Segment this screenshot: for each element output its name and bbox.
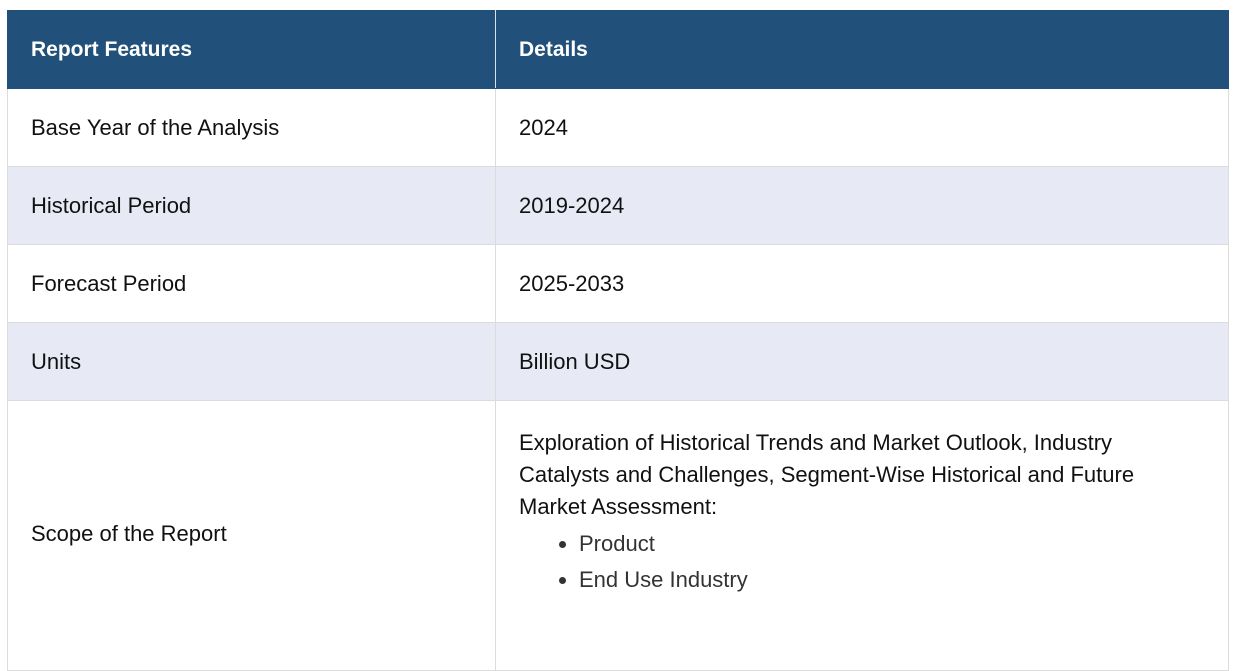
report-features-table: Report Features Details Base Year of the…	[7, 10, 1229, 671]
table-row-scope: Scope of the Report Exploration of Histo…	[7, 400, 1229, 671]
table-row: Units Billion USD	[7, 322, 1229, 401]
table-body: Base Year of the Analysis 2024 Historica…	[7, 88, 1229, 671]
row-feature-historical-period: Historical Period	[7, 166, 496, 245]
row-feature-base-year: Base Year of the Analysis	[7, 88, 496, 167]
row-detail-forecast-period: 2025-2033	[495, 244, 1229, 323]
table-row: Base Year of the Analysis 2024	[7, 88, 1229, 167]
scope-item-end-use-industry: End Use Industry	[579, 562, 1168, 598]
table-row: Forecast Period 2025-2033	[7, 244, 1229, 323]
scope-segment-list: Product End Use Industry	[519, 526, 1168, 598]
header-report-features: Report Features	[7, 10, 496, 89]
row-detail-units: Billion USD	[495, 322, 1229, 401]
table-row: Historical Period 2019-2024	[7, 166, 1229, 245]
row-feature-scope: Scope of the Report	[7, 400, 496, 671]
table-header: Report Features Details	[7, 10, 1229, 89]
row-feature-forecast-period: Forecast Period	[7, 244, 496, 323]
header-row: Report Features Details	[7, 10, 1229, 89]
row-detail-base-year: 2024	[495, 88, 1229, 167]
row-detail-historical-period: 2019-2024	[495, 166, 1229, 245]
scope-intro-text: Exploration of Historical Trends and Mar…	[519, 430, 1135, 519]
row-detail-scope: Exploration of Historical Trends and Mar…	[495, 400, 1229, 671]
scope-item-product: Product	[579, 526, 1168, 562]
report-table-container: Report Features Details Base Year of the…	[7, 10, 1229, 671]
row-feature-units: Units	[7, 322, 496, 401]
header-details: Details	[495, 10, 1229, 89]
